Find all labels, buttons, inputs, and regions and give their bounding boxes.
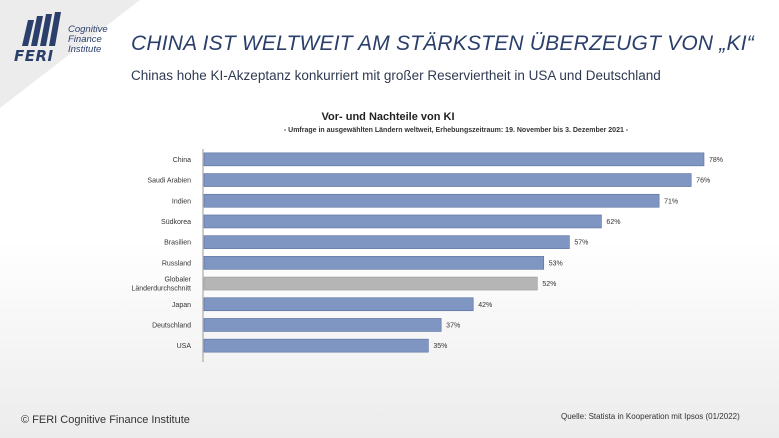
category-label-6: Globaler Länderdurchschnitt	[131, 277, 191, 293]
logo-line-3: Institute	[68, 44, 102, 55]
data-label-7: 42%	[478, 302, 492, 309]
bar-6	[203, 276, 538, 291]
data-label-3: 62%	[606, 219, 620, 226]
bar-8	[203, 318, 442, 332]
category-label-1: Saudi Arabien	[147, 178, 191, 185]
logo-line-2: Finance	[68, 34, 102, 45]
data-label-0: 78%	[709, 157, 723, 164]
category-label-0: China	[173, 157, 191, 164]
category-label-7: Japan	[172, 302, 191, 309]
page-title: CHINA IST WELTWEIT AM STÄRKSTEN ÜBERZEUG…	[131, 32, 754, 55]
bar-1	[203, 173, 692, 187]
logo-wordmark: FERI	[14, 47, 54, 65]
page-subtitle: Chinas hohe KI-Akzeptanz konkurriert mit…	[131, 68, 661, 83]
chart-subtitle: - Umfrage in ausgewählten Ländern weltwe…	[283, 127, 629, 134]
data-label-9: 35%	[433, 343, 447, 350]
data-label-1: 76%	[696, 178, 710, 185]
bar-2	[203, 193, 660, 208]
category-label-8: Deutschland	[152, 322, 191, 329]
category-label-5: Russland	[162, 260, 191, 267]
logo-bars-icon	[22, 12, 61, 46]
data-label-4: 57%	[574, 240, 588, 247]
logo-subtitle: Cognitive Finance Institute	[68, 25, 128, 55]
category-label-3: Südkorea	[161, 219, 191, 226]
data-label-6: 52%	[542, 281, 556, 288]
category-label-4: Brasilien	[164, 240, 191, 247]
source-text: Quelle: Statista in Kooperation mit Ipso…	[561, 412, 740, 421]
category-label-9: USA	[177, 343, 192, 350]
bar-3	[203, 214, 602, 229]
copyright-text: © FERI Cognitive Finance Institute	[21, 414, 190, 426]
logo-line-1: Cognitive	[68, 24, 108, 35]
bar-7	[203, 297, 474, 312]
bar-9	[203, 338, 429, 353]
bar-4	[203, 235, 570, 249]
data-label-8: 37%	[446, 322, 460, 329]
feri-logo: FERI Cognitive Finance Institute	[10, 12, 120, 74]
data-label-5: 53%	[549, 260, 563, 267]
bar-5	[203, 256, 545, 270]
chart-title: Vor- und Nachteile von KI	[321, 111, 455, 123]
category-label-2: Indien	[172, 198, 191, 205]
bar-0	[203, 152, 705, 167]
data-label-2: 71%	[664, 198, 678, 205]
